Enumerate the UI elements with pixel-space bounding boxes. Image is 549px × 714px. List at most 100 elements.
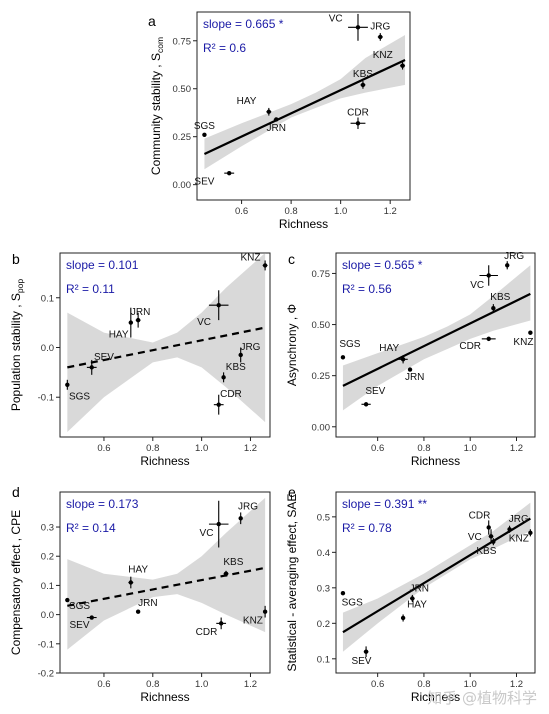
point-marker: [360, 82, 366, 88]
confidence-band: [342, 502, 531, 652]
point-marker: [202, 132, 207, 137]
point-label: CDR: [459, 341, 481, 352]
point-label: HAY: [128, 564, 148, 575]
y-tick-label: 0.2: [41, 552, 54, 563]
point-label: SEV: [70, 620, 90, 631]
point-label: JRN: [138, 598, 157, 609]
point-label: SGS: [194, 121, 215, 132]
y-tick-label: 0.25: [173, 132, 192, 143]
point-label: SGS: [69, 392, 90, 403]
point-marker: [216, 303, 221, 308]
point-marker: [355, 121, 361, 126]
x-axis-label: Richness: [411, 690, 460, 704]
regression-line: [342, 292, 531, 387]
slope-annotation: slope = 0.665 *: [203, 17, 284, 31]
point-label: CDR: [220, 389, 242, 400]
data-point-sgs: SGS: [65, 379, 90, 403]
point-label: KNZ: [240, 252, 260, 263]
slope-annotation: slope = 0.101: [66, 258, 139, 272]
data-point-sgs: SGS: [340, 590, 363, 609]
x-tick-label: 0.6: [371, 679, 384, 690]
regression-line: [203, 58, 406, 155]
data-point-vc: VC: [329, 14, 368, 41]
point-label: SGS: [339, 339, 360, 350]
point-marker: [218, 621, 224, 626]
confidence-band: [67, 497, 266, 650]
panel-letter: c: [288, 251, 295, 267]
point-marker: [363, 402, 369, 407]
point-label: SGS: [69, 601, 90, 612]
x-tick-label: 1.2: [510, 443, 523, 454]
point-label: JRG: [509, 514, 529, 525]
data-point-jrn: JRN: [405, 367, 424, 383]
point-marker: [262, 263, 268, 268]
point-marker: [223, 571, 229, 576]
point-label: JRN: [131, 307, 150, 318]
slope-annotation: slope = 0.565 *: [342, 258, 423, 272]
point-label: VC: [470, 280, 484, 291]
y-tick-label: -0.1: [38, 639, 54, 650]
data-point-sev: SEV: [361, 386, 386, 407]
r2-annotation: R² = 0.11: [66, 282, 115, 296]
point-label: VC: [197, 317, 211, 328]
point-label: SEV: [94, 352, 114, 363]
data-point-sev: SEV: [86, 352, 114, 375]
panel-letter: d: [12, 484, 20, 500]
y-tick-label: 0.0: [41, 610, 54, 621]
point-label: SGS: [342, 598, 363, 609]
point-marker: [410, 596, 415, 601]
data-point-jrg: JRG: [238, 342, 261, 363]
point-label: VC: [200, 528, 214, 539]
regression-line: [67, 326, 266, 369]
x-tick-label: 0.6: [97, 443, 110, 454]
point-marker: [355, 25, 361, 30]
point-marker: [400, 615, 406, 621]
data-point-jrg: JRG: [507, 514, 529, 533]
data-point-cdr: CDR: [347, 108, 369, 130]
point-label: CDR: [196, 627, 218, 638]
data-point-knz: KNZ: [240, 252, 268, 271]
data-point-sgs: SGS: [339, 339, 361, 360]
point-marker: [262, 609, 268, 614]
y-axis-label-main: Statistical - averaging effect, SAE: [285, 494, 299, 672]
data-point-knz: KNZ: [243, 605, 268, 626]
x-tick-label: 1.2: [384, 206, 397, 217]
point-marker: [266, 109, 272, 114]
y-axis-label: Asynchrony , Φ: [285, 304, 299, 386]
y-axis-label-subscript: pop: [15, 279, 25, 293]
point-marker: [486, 273, 491, 278]
panel-d: 0.6 0.8 1.0 1.2 -0.2 -0.1 0.0 0.1 0.2 0.3 Richness…: [9, 484, 271, 704]
y-axis-label-subscript: com: [155, 37, 165, 53]
confidence-band: [342, 265, 531, 411]
data-point-kbs: KBS: [353, 69, 373, 89]
r2-annotation: R² = 0.56: [342, 282, 392, 296]
point-label: SEV: [351, 656, 371, 667]
point-label: KNZ: [513, 337, 533, 348]
point-marker: [89, 365, 94, 370]
data-point-jrg: JRG: [504, 251, 524, 270]
data-point-jrn: JRN: [267, 117, 286, 134]
y-tick-label: 0.1: [41, 581, 54, 592]
x-tick-label: 1.0: [464, 443, 477, 454]
data-point-hay: HAY: [109, 307, 134, 341]
watermark: 知乎 @植物科学: [427, 689, 537, 707]
regression-line: [342, 517, 531, 634]
point-marker: [400, 63, 405, 68]
point-marker: [128, 580, 134, 585]
data-point-kbs: KBS: [490, 292, 511, 313]
y-axis-label: Compensatory effect , CPE: [9, 510, 23, 655]
data-point-jrn: JRN: [410, 583, 429, 603]
panel-b: 0.6 0.8 1.0 1.2 -0.1 0.0 0.1 Richness Population…: [9, 251, 271, 468]
confidence-band: [204, 35, 406, 170]
data-point-hay: HAY: [128, 564, 148, 589]
slope-annotation: slope = 0.391 **: [342, 497, 427, 511]
data-point-vc: VC: [470, 265, 498, 291]
point-marker: [491, 539, 496, 544]
point-label: HAY: [237, 96, 257, 107]
point-label: SEV: [365, 386, 385, 397]
y-tick-label: 0.00: [312, 422, 331, 433]
x-tick-label: 1.2: [510, 679, 523, 690]
point-label: KNZ: [509, 534, 529, 545]
x-tick-label: 1.2: [244, 443, 257, 454]
